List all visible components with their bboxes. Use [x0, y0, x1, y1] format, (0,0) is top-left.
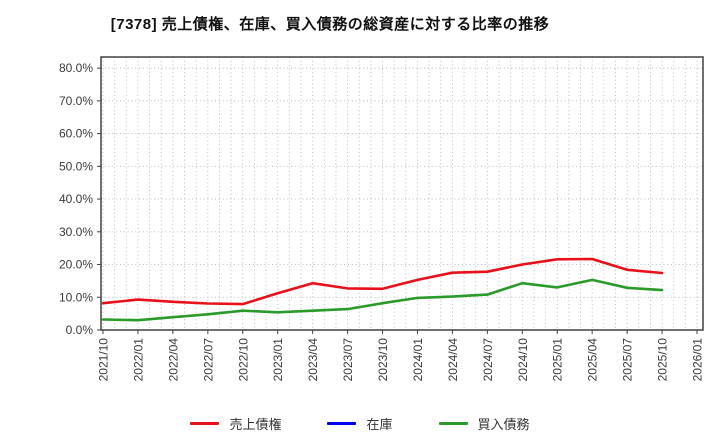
- x-tick-label: 2025/01: [551, 338, 565, 382]
- x-tick-label: 2025/10: [656, 338, 670, 382]
- y-tick-label: 0.0%: [66, 323, 94, 337]
- y-tick-label: 80.0%: [59, 61, 93, 75]
- x-tick-label: 2024/01: [411, 338, 425, 382]
- y-tick-label: 30.0%: [59, 225, 93, 239]
- x-tick-label: 2021/10: [97, 338, 111, 382]
- x-tick-label: 2022/01: [131, 338, 145, 382]
- legend-label: 売上債権: [229, 417, 282, 432]
- x-tick-label: 2025/04: [586, 338, 600, 382]
- x-tick-label: 2023/01: [271, 338, 285, 382]
- green-line-marker-icon: [438, 422, 468, 425]
- x-tick-label: 2024/10: [516, 338, 530, 382]
- x-tick-label: 2022/07: [201, 338, 215, 382]
- x-tick-label: 2024/04: [446, 338, 460, 382]
- y-tick-label: 70.0%: [59, 94, 93, 108]
- blue-line-marker-icon: [327, 422, 357, 425]
- y-tick-label: 20.0%: [59, 258, 93, 272]
- legend-item-kainyusaimu: 買入債務: [438, 414, 530, 433]
- red-line-marker-icon: [190, 422, 220, 425]
- legend-item-uriagesaiken: 売上債権: [190, 414, 281, 433]
- y-tick-label: 60.0%: [59, 127, 93, 141]
- x-tick-label: 2023/04: [306, 338, 320, 382]
- x-tick-label: 2024/07: [481, 338, 495, 382]
- x-tick-label: 2023/10: [376, 338, 390, 382]
- legend-label: 在庫: [366, 417, 393, 432]
- y-tick-label: 50.0%: [59, 159, 93, 173]
- x-tick-label: 2022/04: [166, 338, 180, 382]
- x-tick-label: 2025/07: [621, 338, 635, 382]
- legend-item-zaiko: 在庫: [327, 414, 393, 433]
- chart-title: [7378] 売上債権、在庫、買入債務の総資産に対する比率の推移: [110, 16, 550, 33]
- chart-legend: 売上債権 在庫 買入債務: [0, 414, 720, 433]
- y-tick-label: 40.0%: [59, 192, 93, 206]
- plot-border: [100, 56, 704, 331]
- legend-label: 買入債務: [477, 417, 530, 432]
- x-tick-label: 2026/01: [691, 338, 705, 382]
- x-tick-label: 2022/10: [236, 338, 250, 382]
- y-tick-label: 10.0%: [59, 290, 93, 304]
- x-tick-label: 2023/07: [341, 338, 355, 382]
- series-line-売上債権: [101, 257, 664, 306]
- series-line-買入債務: [101, 278, 664, 322]
